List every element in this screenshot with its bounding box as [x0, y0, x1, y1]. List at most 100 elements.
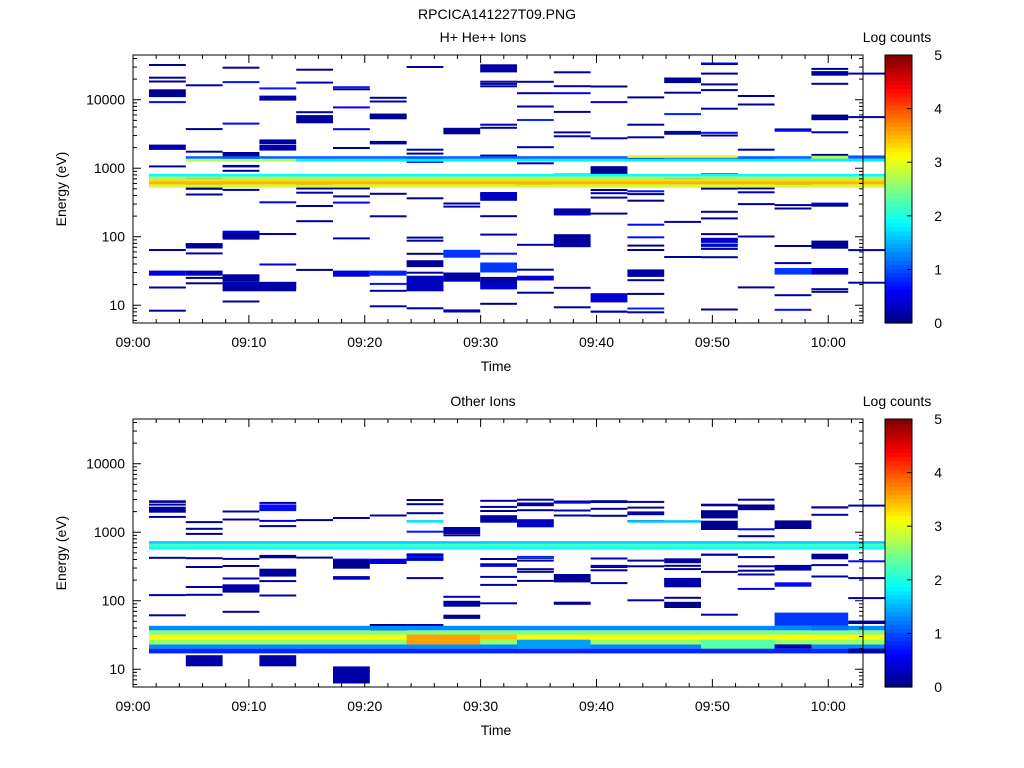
- heatmap-cell: [480, 252, 517, 255]
- x-tick-label: 09:30: [463, 334, 498, 350]
- heatmap-cell: [149, 165, 186, 168]
- colorbar-swatch: [885, 205, 912, 211]
- heatmap-cell: [296, 158, 885, 162]
- heatmap-cell: [774, 520, 812, 529]
- heatmap-cell: [406, 503, 444, 506]
- heatmap-cell: [480, 510, 517, 512]
- heatmap-cell: [406, 239, 444, 242]
- colorbar-swatch: [885, 251, 912, 257]
- heatmap-cell: [774, 308, 812, 311]
- heatmap-cell: [443, 595, 481, 598]
- heatmap-cell: [627, 506, 665, 509]
- heatmap-cell: [627, 96, 665, 99]
- heatmap-cell: [627, 244, 665, 247]
- heatmap-cell: [627, 307, 665, 310]
- y-axis: 10 100 1000 10000 Energy (eV): [53, 422, 863, 685]
- colorbar-swatch: [885, 134, 912, 140]
- colorbar-swatch: [885, 314, 912, 320]
- heatmap-cell: [811, 203, 849, 206]
- heatmap-cell: [737, 95, 775, 97]
- heatmap-cell: [517, 639, 591, 649]
- heatmap-cell: [701, 107, 738, 110]
- heatmap-cell: [553, 242, 591, 248]
- heatmap-cell: [296, 191, 333, 194]
- heatmap-cell: [664, 568, 701, 571]
- heatmap-cell: [517, 509, 554, 512]
- heatmap-cell: [627, 513, 665, 516]
- heatmap-cell: [406, 530, 444, 533]
- colorbar-swatch: [885, 209, 912, 215]
- colorbar-swatch: [885, 666, 912, 671]
- colorbar-tick-label: 1: [934, 261, 942, 277]
- y-tick-label: 1000: [94, 524, 125, 540]
- heatmap-cell: [553, 574, 591, 583]
- heatmap-cell: [701, 83, 738, 86]
- colorbar-swatch: [885, 272, 912, 278]
- colorbar-swatch: [885, 599, 912, 604]
- heatmap-cell: [222, 66, 260, 69]
- heatmap-cell: [149, 515, 186, 518]
- heatmap-cell: [222, 275, 260, 282]
- heatmap-cell: [259, 580, 297, 583]
- heatmap-cell: [774, 565, 812, 571]
- heatmap-cell: [406, 148, 444, 151]
- heatmap-cell: [848, 648, 885, 654]
- heatmap-cell: [259, 233, 297, 235]
- heatmap-cell: [480, 575, 517, 578]
- heatmap-cell: [185, 532, 223, 535]
- x-tick-label: 09:00: [115, 334, 150, 350]
- heatmap-cell: [149, 270, 186, 276]
- colorbar-swatch: [885, 653, 912, 659]
- heatmap-cell: [185, 252, 223, 255]
- x-tick-label: 09:20: [347, 698, 382, 714]
- heatmap-cell: [590, 137, 628, 140]
- heatmap-cell: [664, 577, 701, 585]
- heatmap-cell: [406, 197, 444, 200]
- heatmap-cell: [480, 154, 517, 157]
- heatmap-cell: [406, 271, 444, 274]
- heatmap-cell: [296, 81, 333, 84]
- heatmap-cell: [149, 64, 186, 66]
- x-axis: 09:00 09:10 09:20 09:30 09:40 09:50 10:00 Time: [115, 55, 852, 374]
- heatmap-cell: [149, 176, 885, 179]
- heatmap-cell: [848, 504, 885, 507]
- heatmap-cell: [149, 543, 885, 547]
- heatmap-cell: [553, 306, 591, 309]
- heatmap-cell: [369, 514, 407, 517]
- panel-title: H+ He++ Ions: [440, 29, 527, 45]
- colorbar-swatch: [885, 92, 912, 98]
- heatmap-cell: [259, 525, 297, 528]
- heatmap-cell: [590, 566, 628, 568]
- colorbar-swatch: [885, 636, 912, 642]
- colorbar-swatch: [885, 222, 912, 228]
- heatmap-cell: [811, 288, 849, 291]
- x-tick-label: 09:00: [115, 698, 150, 714]
- heatmap-cell: [480, 276, 517, 279]
- heatmap-cell: [553, 602, 591, 605]
- heatmap-cell: [296, 519, 333, 522]
- heatmap-cell: [369, 215, 407, 218]
- heatmap-cell: [480, 82, 517, 85]
- heatmap-cell: [480, 283, 517, 290]
- x-tick-label: 09:30: [463, 698, 498, 714]
- colorbar-swatch: [885, 180, 912, 186]
- heatmap-cell: [480, 499, 517, 502]
- heatmap-cell: [811, 240, 849, 249]
- heatmap-cell: [149, 614, 186, 617]
- colorbar-swatch: [885, 632, 912, 638]
- heatmap-cell: [627, 249, 665, 251]
- heatmap-cell: [811, 155, 849, 159]
- colorbar-swatch: [885, 628, 912, 634]
- heatmap-cell: [222, 233, 260, 240]
- heatmap-cell: [369, 305, 407, 308]
- colorbar-swatch: [885, 460, 912, 466]
- heatmap-cell: [664, 564, 701, 567]
- heatmap-cell: [369, 142, 407, 145]
- heatmap-cell: [701, 131, 738, 134]
- heatmap-cell: [406, 152, 444, 155]
- colorbar-swatch: [885, 645, 912, 650]
- colorbar-swatch: [885, 523, 912, 529]
- colorbar-swatch: [885, 306, 912, 312]
- colorbar-swatch: [885, 594, 912, 600]
- heatmap-cell: [406, 577, 444, 580]
